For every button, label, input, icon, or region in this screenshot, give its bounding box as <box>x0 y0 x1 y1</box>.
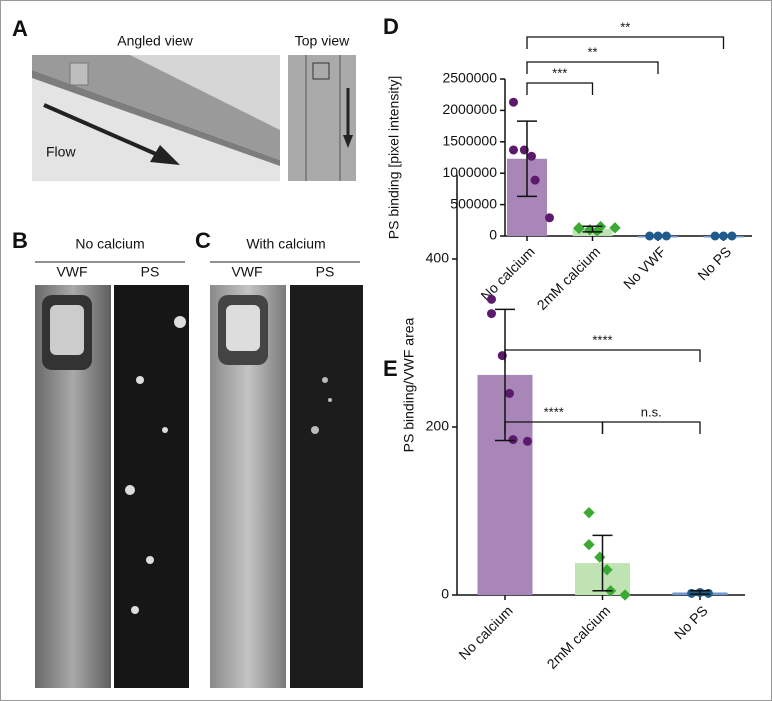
panel-letter: E <box>383 356 398 381</box>
significance-label: **** <box>592 332 612 347</box>
y-tick-label: 500000 <box>450 195 497 211</box>
x-tick-label: 2mM calcium <box>544 602 614 672</box>
panel-letter: C <box>195 228 211 253</box>
y-axis-label: PS binding/VWF area <box>401 317 417 452</box>
point <box>545 213 554 223</box>
panel-letter: B <box>12 228 28 253</box>
y-tick-label: 200 <box>426 418 450 434</box>
significance-label: *** <box>552 65 567 80</box>
point <box>619 589 631 601</box>
x-tick-label: No calcium <box>455 602 515 662</box>
label: Angled view <box>117 33 193 49</box>
label: VWF <box>56 264 87 280</box>
significance-bracket <box>526 61 659 74</box>
schematic <box>32 55 356 181</box>
point <box>661 231 671 241</box>
panel-letter: A <box>12 16 28 41</box>
significance-label: ** <box>620 19 630 34</box>
point <box>609 222 621 234</box>
point <box>527 151 536 161</box>
point <box>653 231 663 241</box>
label: Top view <box>295 33 350 49</box>
significance-label: **** <box>544 404 564 419</box>
image <box>50 305 84 355</box>
point <box>594 551 606 563</box>
point <box>505 388 514 398</box>
point <box>583 538 595 551</box>
point <box>645 231 655 241</box>
y-tick-label: 1000000 <box>442 164 497 180</box>
point <box>601 564 613 576</box>
significance-label: n.s. <box>641 404 662 419</box>
y-tick-label: 400 <box>426 250 450 266</box>
point <box>583 507 595 519</box>
y-tick-label: 2500000 <box>442 70 497 86</box>
image <box>290 285 363 688</box>
point <box>530 175 540 185</box>
label: PS <box>141 264 160 280</box>
point <box>573 222 585 235</box>
label: With calcium <box>246 236 325 252</box>
label: VWF <box>231 264 262 280</box>
x-tick-label: No VWF <box>620 243 669 292</box>
point <box>710 231 720 241</box>
x-tick-label: No PS <box>671 602 711 642</box>
y-tick-label: 0 <box>441 586 449 602</box>
x-tick-label: No PS <box>694 243 734 283</box>
label: No calcium <box>75 236 144 252</box>
image <box>311 377 332 434</box>
y-tick-label: 0 <box>489 227 497 243</box>
y-axis-label: PS binding [pixel intensity] <box>386 76 402 239</box>
point <box>523 436 532 446</box>
point <box>509 145 518 155</box>
label: Flow <box>46 144 76 160</box>
label: PS <box>316 264 335 280</box>
significance-bracket <box>526 82 594 95</box>
significance-bracket <box>601 421 701 434</box>
point <box>727 231 737 241</box>
panel-letter: D <box>383 14 399 39</box>
point <box>487 309 496 319</box>
y-tick-label: 1500000 <box>442 133 497 149</box>
significance-bracket <box>526 36 725 49</box>
image <box>226 305 260 351</box>
y-tick-label: 2000000 <box>442 101 497 117</box>
point <box>487 294 496 304</box>
x-tick-label: No calcium <box>477 243 537 303</box>
significance-bracket <box>504 349 701 362</box>
significance-label: ** <box>587 44 597 59</box>
x-tick-label: 2mM calcium <box>534 243 604 313</box>
point <box>719 231 728 241</box>
point <box>508 435 518 445</box>
point <box>509 97 518 107</box>
image <box>125 316 186 614</box>
image <box>114 285 189 688</box>
